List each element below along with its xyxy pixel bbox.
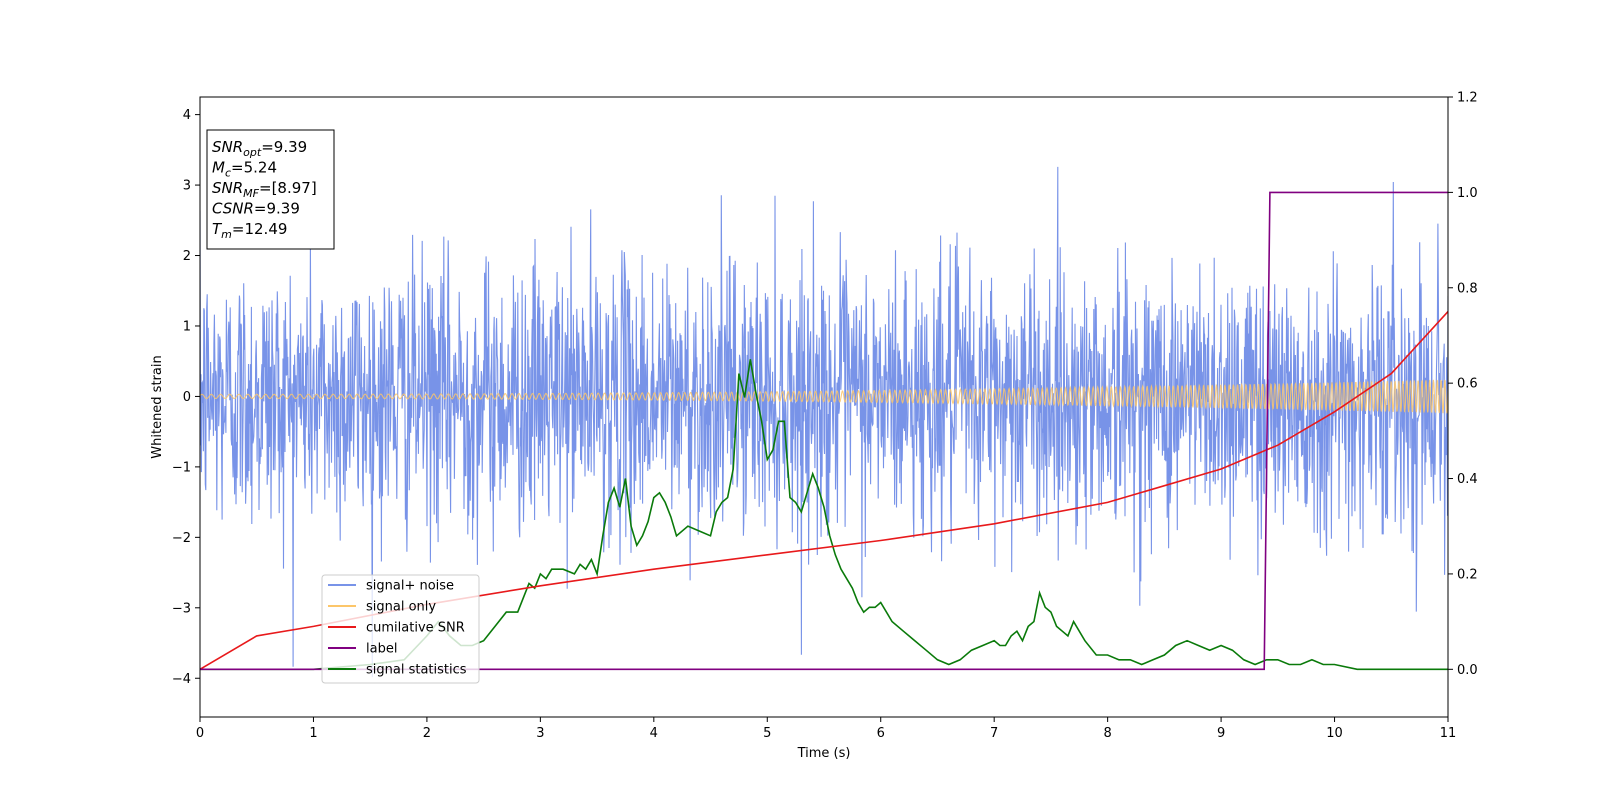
y-tick-label: 2: [183, 249, 191, 264]
x-tick-label: 6: [877, 726, 885, 741]
x-tick-label: 7: [990, 726, 998, 741]
y-tick-label: 0: [183, 390, 191, 405]
y-tick-label: −2: [172, 531, 191, 546]
legend-label: cumilative SNR: [366, 621, 465, 636]
x-tick-label: 8: [1103, 726, 1111, 741]
legend: signal+ noise signal only cumilative SNR la…: [321, 574, 480, 684]
x-axis-label: Time (s): [797, 746, 851, 761]
legend-label: signal+ noise: [366, 579, 454, 594]
x-tick-label: 1: [309, 726, 317, 741]
y2-tick-label: 0.4: [1457, 472, 1478, 487]
series-signal-statistics-line: [200, 359, 1448, 671]
y2-tick-label: 1.0: [1457, 186, 1478, 201]
annotation-frame: [206, 129, 335, 250]
legend-frame: [321, 574, 480, 684]
y-tick-label: 1: [183, 319, 191, 334]
y2-tick-label: 0.6: [1457, 377, 1478, 392]
x-tick-label: 0: [196, 726, 204, 741]
x-tick-label: 11: [1440, 726, 1457, 741]
annotation-line: CSNR=9.39: [212, 200, 300, 218]
legend-label: signal statistics: [366, 663, 467, 678]
legend-label: signal only: [366, 600, 436, 615]
x-tick-label: 4: [650, 726, 658, 741]
x-tick-label: 5: [763, 726, 771, 741]
y-tick-label: −3: [172, 601, 191, 616]
x-tick-label: 9: [1217, 726, 1225, 741]
x-tick-label: 2: [423, 726, 431, 741]
y2-tick-label: 0.0: [1457, 663, 1478, 678]
legend-label: label: [366, 642, 397, 657]
series-label-line: [200, 191, 1448, 671]
y-tick-label: −4: [172, 672, 191, 687]
y-tick-label: 4: [183, 108, 191, 123]
y2-tick-label: 1.2: [1457, 91, 1478, 106]
y2-tick-label: 0.8: [1457, 281, 1478, 296]
series-signal-only-line: [200, 379, 1448, 414]
plot-frame: [199, 96, 1449, 718]
y-axis-label: Whitened strain: [150, 355, 165, 458]
annotation-line: SNRopt=9.39: [212, 138, 307, 159]
y-tick-label: −1: [172, 460, 191, 475]
annotation-line: SNRMF=[8.97]: [212, 179, 317, 200]
x-tick-label: 3: [536, 726, 544, 741]
annotation-line: Tm=12.49: [212, 220, 287, 241]
series-signal-noise-line: [200, 166, 1448, 678]
y-tick-label: 3: [183, 179, 191, 194]
y2-tick-label: 0.2: [1457, 567, 1478, 582]
x-tick-label: 10: [1326, 726, 1343, 741]
ticks-layer: 0 1 2 3 4 5 6 7 8 9 10 11 −4 −3 −2 −1 0 1 2 3 4 0.0 0.2 0.4 0.6 0…: [172, 91, 1478, 742]
annotation-line: Mc=5.24: [212, 159, 277, 180]
